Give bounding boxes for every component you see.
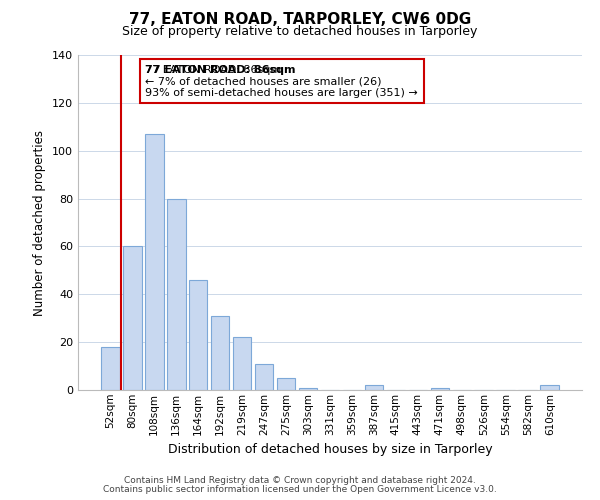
Bar bbox=[101, 347, 119, 390]
Bar bbox=[431, 388, 449, 390]
Y-axis label: Number of detached properties: Number of detached properties bbox=[34, 130, 46, 316]
Bar bbox=[299, 388, 317, 390]
Bar bbox=[541, 385, 559, 390]
Text: 77 EATON ROAD: 86sqm
← 7% of detached houses are smaller (26)
93% of semi-detach: 77 EATON ROAD: 86sqm ← 7% of detached ho… bbox=[145, 64, 418, 98]
Text: Contains HM Land Registry data © Crown copyright and database right 2024.: Contains HM Land Registry data © Crown c… bbox=[124, 476, 476, 485]
Bar bbox=[233, 338, 251, 390]
Bar bbox=[211, 316, 229, 390]
Text: 77 EATON ROAD: 86sqm: 77 EATON ROAD: 86sqm bbox=[145, 64, 296, 98]
Bar bbox=[189, 280, 208, 390]
Bar bbox=[167, 198, 185, 390]
Bar bbox=[277, 378, 295, 390]
Text: Size of property relative to detached houses in Tarporley: Size of property relative to detached ho… bbox=[122, 25, 478, 38]
X-axis label: Distribution of detached houses by size in Tarporley: Distribution of detached houses by size … bbox=[167, 443, 493, 456]
Bar bbox=[123, 246, 142, 390]
Bar bbox=[145, 134, 164, 390]
Text: Contains public sector information licensed under the Open Government Licence v3: Contains public sector information licen… bbox=[103, 484, 497, 494]
Bar bbox=[365, 385, 383, 390]
Bar bbox=[255, 364, 274, 390]
Text: 77, EATON ROAD, TARPORLEY, CW6 0DG: 77, EATON ROAD, TARPORLEY, CW6 0DG bbox=[129, 12, 471, 28]
